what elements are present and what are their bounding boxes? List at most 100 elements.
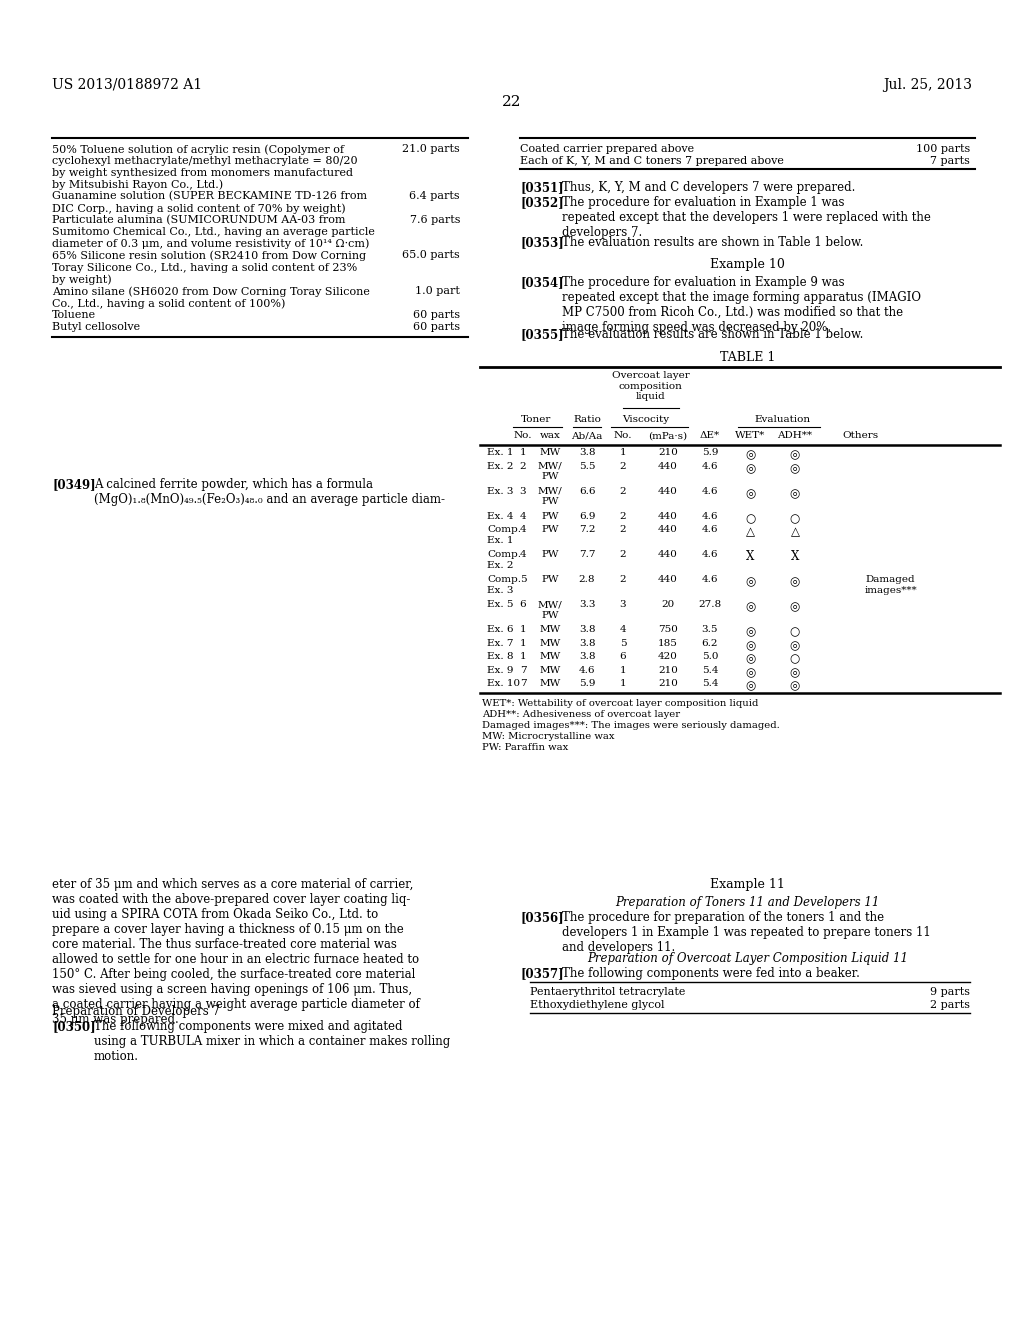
- Text: ◎: ◎: [744, 639, 755, 652]
- Text: 750: 750: [658, 626, 678, 634]
- Text: US 2013/0188972 A1: US 2013/0188972 A1: [52, 78, 202, 92]
- Text: Butyl cellosolve: Butyl cellosolve: [52, 322, 140, 333]
- Text: Ex. 3: Ex. 3: [487, 487, 513, 496]
- Text: 3.8: 3.8: [579, 639, 595, 648]
- Text: 20: 20: [662, 601, 675, 610]
- Text: Ethoxydiethylene glycol: Ethoxydiethylene glycol: [530, 1001, 665, 1010]
- Text: 4.6: 4.6: [701, 525, 718, 535]
- Text: PW: PW: [542, 512, 559, 521]
- Text: 4.6: 4.6: [701, 487, 718, 496]
- Text: Ex. 8: Ex. 8: [487, 652, 513, 661]
- Text: 4: 4: [520, 525, 526, 535]
- Text: 5: 5: [620, 639, 627, 648]
- Text: Coated carrier prepared above: Coated carrier prepared above: [520, 144, 694, 154]
- Text: ◎: ◎: [790, 680, 800, 692]
- Text: 50% Toluene solution of acrylic resin (Copolymer of
cyclohexyl methacrylate/meth: 50% Toluene solution of acrylic resin (C…: [52, 144, 357, 190]
- Text: ◎: ◎: [744, 626, 755, 639]
- Text: MW: MW: [540, 449, 560, 457]
- Text: 3.5: 3.5: [701, 626, 718, 634]
- Text: A calcined ferrite powder, which has a formula
(MgO)₁.₈(MnO)₄₉.₅(Fe₂O₃)₄₈.₀ and : A calcined ferrite powder, which has a f…: [94, 478, 445, 506]
- Text: [0352]: [0352]: [520, 197, 564, 210]
- Text: ADH**: Adhesiveness of overcoat layer: ADH**: Adhesiveness of overcoat layer: [482, 710, 680, 719]
- Text: wax: wax: [540, 432, 560, 441]
- Text: 4.6: 4.6: [701, 550, 718, 560]
- Text: MW/
PW: MW/ PW: [538, 601, 562, 619]
- Text: 440: 440: [658, 550, 678, 560]
- Text: The following components were fed into a beaker.: The following components were fed into a…: [562, 966, 860, 979]
- Text: 21.0 parts: 21.0 parts: [402, 144, 460, 154]
- Text: 6: 6: [520, 601, 526, 610]
- Text: 4.6: 4.6: [701, 512, 718, 521]
- Text: 2: 2: [620, 462, 627, 471]
- Text: Viscocity: Viscocity: [622, 416, 669, 424]
- Text: [0349]: [0349]: [52, 478, 95, 491]
- Text: 3.3: 3.3: [579, 601, 595, 610]
- Text: 5.4: 5.4: [701, 680, 718, 688]
- Text: 1: 1: [520, 449, 526, 457]
- Text: 5.0: 5.0: [701, 652, 718, 661]
- Text: Damaged
images***: Damaged images***: [865, 576, 918, 594]
- Text: Preparation of Toners 11 and Developers 11: Preparation of Toners 11 and Developers …: [615, 896, 880, 909]
- Text: [0354]: [0354]: [520, 276, 563, 289]
- Text: Each of K, Y, M and C toners 7 prepared above: Each of K, Y, M and C toners 7 prepared …: [520, 156, 784, 165]
- Text: MW: MW: [540, 626, 560, 634]
- Text: MW: MW: [540, 639, 560, 648]
- Text: 420: 420: [658, 652, 678, 661]
- Text: Preparation of Overcoat Layer Composition Liquid 11: Preparation of Overcoat Layer Compositio…: [587, 952, 908, 965]
- Text: PW: PW: [542, 576, 559, 585]
- Text: Particulate alumina (SUMICORUNDUM AA-03 from
Sumitomo Chemical Co., Ltd., having: Particulate alumina (SUMICORUNDUM AA-03 …: [52, 215, 375, 249]
- Text: X: X: [745, 550, 755, 564]
- Text: 7: 7: [520, 680, 526, 688]
- Text: 5.9: 5.9: [701, 449, 718, 457]
- Text: 60 parts: 60 parts: [413, 310, 460, 319]
- Text: ◎: ◎: [744, 576, 755, 589]
- Text: MW: MW: [540, 665, 560, 675]
- Text: 2: 2: [620, 512, 627, 521]
- Text: ◎: ◎: [790, 639, 800, 652]
- Text: [0355]: [0355]: [520, 327, 563, 341]
- Text: 3.8: 3.8: [579, 626, 595, 634]
- Text: Ex. 9: Ex. 9: [487, 665, 513, 675]
- Text: No.: No.: [514, 432, 532, 441]
- Text: 6.6: 6.6: [579, 487, 595, 496]
- Text: Toner: Toner: [521, 416, 552, 424]
- Text: 2: 2: [620, 487, 627, 496]
- Text: 5: 5: [520, 576, 526, 585]
- Text: ΔE*: ΔE*: [700, 432, 720, 441]
- Text: ◎: ◎: [790, 576, 800, 589]
- Text: Ab/Aa: Ab/Aa: [571, 432, 603, 441]
- Text: PW: Paraffin wax: PW: Paraffin wax: [482, 743, 568, 752]
- Text: PW: PW: [542, 550, 559, 560]
- Text: 5.4: 5.4: [701, 665, 718, 675]
- Text: 440: 440: [658, 487, 678, 496]
- Text: Evaluation: Evaluation: [755, 416, 811, 424]
- Text: 1: 1: [520, 652, 526, 661]
- Text: 4: 4: [520, 550, 526, 560]
- Text: 1: 1: [620, 680, 627, 688]
- Text: Preparation of Developers 7: Preparation of Developers 7: [52, 1005, 220, 1018]
- Text: Toluene: Toluene: [52, 310, 96, 319]
- Text: The following components were mixed and agitated
using a TURBULA mixer in which : The following components were mixed and …: [94, 1020, 451, 1063]
- Text: Pentaerythritol tetracrylate: Pentaerythritol tetracrylate: [530, 987, 685, 997]
- Text: ◎: ◎: [744, 680, 755, 692]
- Text: Ex. 7: Ex. 7: [487, 639, 513, 648]
- Text: 2.8: 2.8: [579, 576, 595, 585]
- Text: 65.0 parts: 65.0 parts: [402, 251, 460, 260]
- Text: [0351]: [0351]: [520, 181, 563, 194]
- Text: 1: 1: [520, 626, 526, 634]
- Text: MW: Microcrystalline wax: MW: Microcrystalline wax: [482, 731, 614, 741]
- Text: Ex. 5: Ex. 5: [487, 601, 513, 610]
- Text: Jul. 25, 2013: Jul. 25, 2013: [883, 78, 972, 92]
- Text: Example 11: Example 11: [710, 878, 785, 891]
- Text: 4: 4: [520, 512, 526, 521]
- Text: MW: MW: [540, 680, 560, 688]
- Text: 2: 2: [620, 525, 627, 535]
- Text: ◎: ◎: [790, 665, 800, 678]
- Text: 440: 440: [658, 512, 678, 521]
- Text: Overcoat layer
composition
liquid: Overcoat layer composition liquid: [611, 371, 689, 401]
- Text: 6.2: 6.2: [701, 639, 718, 648]
- Text: The evaluation results are shown in Table 1 below.: The evaluation results are shown in Tabl…: [562, 236, 863, 249]
- Text: The procedure for preparation of the toners 1 and the
developers 1 in Example 1 : The procedure for preparation of the ton…: [562, 911, 931, 954]
- Text: Comp.
Ex. 2: Comp. Ex. 2: [487, 550, 521, 570]
- Text: [0350]: [0350]: [52, 1020, 95, 1034]
